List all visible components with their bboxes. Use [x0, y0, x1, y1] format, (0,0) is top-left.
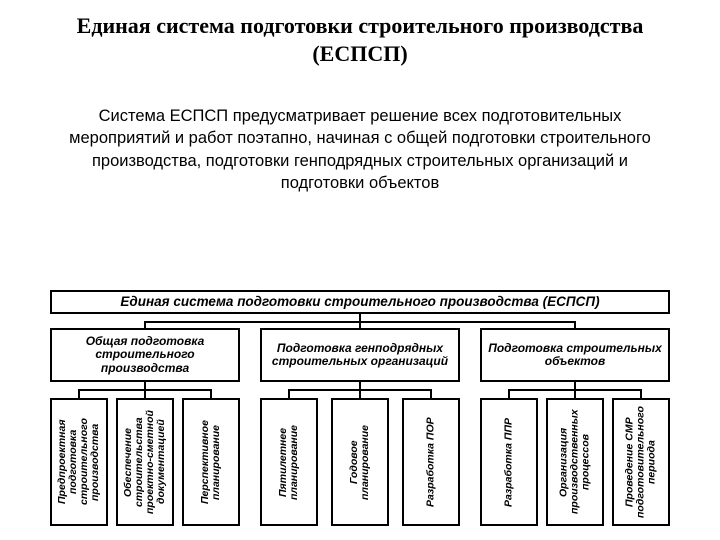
leaf-node: Разработка ППР [480, 398, 538, 526]
leaf-node: Пятилетнее планирование [260, 398, 318, 526]
connector [359, 314, 361, 321]
connector [640, 389, 642, 398]
leaf-node: Предпроектная подготовка строительного п… [50, 398, 108, 526]
connector [78, 389, 80, 398]
branch-node: Общая подготовка строительного производс… [50, 328, 240, 382]
connector [430, 389, 432, 398]
connector [508, 389, 510, 398]
page-title: Единая система подготовки строительного … [0, 0, 720, 67]
connector [144, 389, 146, 398]
connector [288, 389, 290, 398]
branch-node: Подготовка генподрядных строительных орг… [260, 328, 460, 382]
connector [574, 382, 576, 389]
connector [574, 321, 576, 328]
slide: Единая система подготовки строительного … [0, 0, 720, 540]
connector [574, 389, 576, 398]
connector [359, 382, 361, 389]
leaf-node: Годовое планирование [331, 398, 389, 526]
branch-node: Подготовка строительных объектов [480, 328, 670, 382]
connector [144, 321, 146, 328]
description-text: Система ЕСПСП предусматривает решение вс… [0, 67, 720, 194]
leaf-node: Проведение СМР подготовительного периода [612, 398, 670, 526]
connector [359, 321, 361, 328]
hierarchy-diagram: Единая система подготовки строительного … [30, 290, 690, 530]
leaf-node: Перспективное планирование [182, 398, 240, 526]
connector [210, 389, 212, 398]
connector [359, 389, 361, 398]
root-node: Единая система подготовки строительного … [50, 290, 670, 314]
leaf-node: Обеспечение строительства проектно-сметн… [116, 398, 174, 526]
leaf-node: Разработка ПОР [402, 398, 460, 526]
leaf-node: Организация производственных процессов [546, 398, 604, 526]
connector [144, 382, 146, 389]
